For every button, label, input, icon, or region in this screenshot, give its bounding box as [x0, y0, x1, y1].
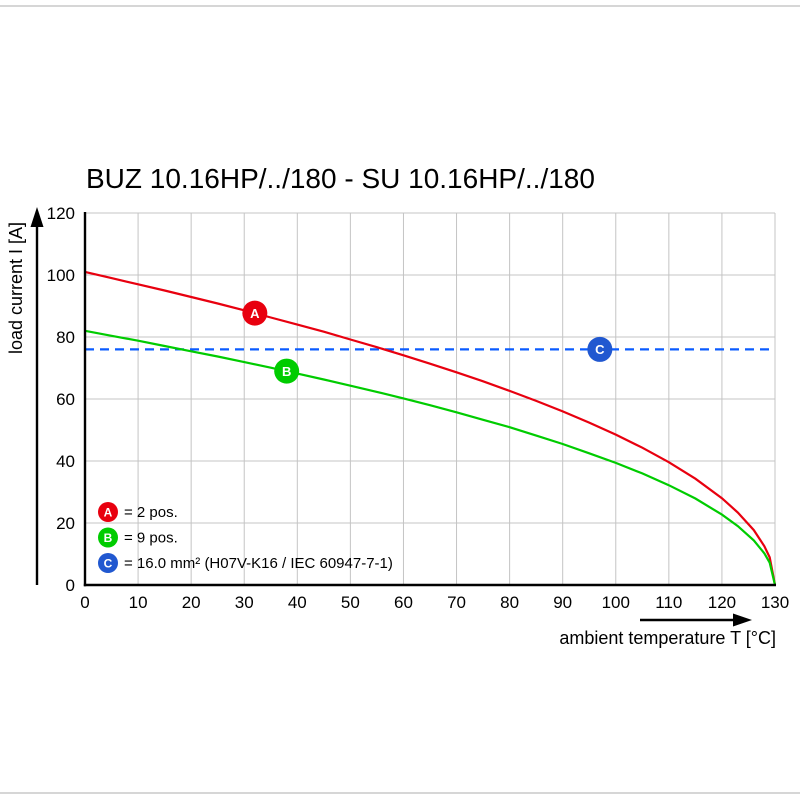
y-tick-label: 20 — [56, 514, 75, 533]
ticks-layer: 0 10 20 30 40 50 60 70 80 90 100 110 120 130 0 20 40 60 80… — [47, 204, 790, 612]
legend-circle-icon — [98, 527, 118, 548]
legend-item-A: A = 2 pos. — [98, 502, 178, 522]
y-axis-label: load current I [A] — [6, 222, 26, 354]
legend-key-letter: C — [104, 556, 113, 570]
series-layer — [84, 270, 777, 586]
x-tick-label: 120 — [708, 593, 736, 612]
legend-item-C: C = 16.0 mm² (H07V-K16 / IEC 60947-7-1) — [98, 553, 393, 573]
legend-circle-icon — [98, 553, 118, 573]
x-tick-label: 30 — [235, 593, 254, 612]
series-B-curve — [84, 329, 777, 586]
legend-label: = 2 pos. — [124, 504, 178, 521]
marker-letter: C — [595, 342, 605, 357]
marker-circle-icon — [274, 358, 300, 384]
x-tick-label: 80 — [500, 593, 519, 612]
y-tick-label: 120 — [47, 204, 75, 223]
y-tick-label: 40 — [56, 452, 75, 471]
x-tick-label: 40 — [288, 593, 307, 612]
marker-letter: A — [250, 306, 260, 321]
chart-title: BUZ 10.16HP/../180 - SU 10.16HP/../180 — [86, 163, 595, 194]
marker-letter: B — [282, 364, 291, 379]
y-tick-label: 0 — [66, 576, 75, 595]
legend-key-letter: B — [104, 531, 113, 545]
x-tick-label: 50 — [341, 593, 360, 612]
y-tick-label: 80 — [56, 328, 75, 347]
y-axis-arrowhead-icon — [30, 207, 44, 227]
x-tick-label: 20 — [182, 593, 201, 612]
legend-layer: A = 2 pos. B = 9 pos. C = 16.0 mm² (H07V-K16 … — [98, 502, 393, 573]
marker-circle-icon — [242, 300, 268, 326]
curve-marker-A: A — [242, 300, 268, 326]
curve-marker-B: B — [274, 358, 300, 384]
marker-circle-icon — [587, 336, 613, 362]
y-tick-label: 100 — [47, 266, 75, 285]
axes-layer — [30, 207, 776, 627]
series-A-curve — [84, 270, 777, 586]
x-tick-label: 130 — [761, 593, 789, 612]
legend-label: = 9 pos. — [124, 530, 178, 547]
x-tick-label: 60 — [394, 593, 413, 612]
x-tick-label: 110 — [655, 593, 682, 612]
x-axis-label: ambient temperature T [°C] — [559, 628, 776, 648]
markers-layer: A B C — [242, 300, 613, 384]
x-tick-label: 90 — [553, 593, 572, 612]
x-tick-label: 10 — [129, 593, 148, 612]
y-tick-label: 60 — [56, 390, 75, 409]
grid-layer — [85, 212, 776, 585]
legend-circle-icon — [98, 502, 118, 522]
x-axis-arrowhead-icon — [733, 613, 752, 627]
legend-key-letter: A — [104, 505, 113, 519]
x-tick-label: 0 — [80, 593, 89, 612]
legend-item-B: B = 9 pos. — [98, 527, 178, 548]
x-tick-label: 100 — [602, 593, 630, 612]
legend-label: = 16.0 mm² (H07V-K16 / IEC 60947-7-1) — [124, 555, 393, 572]
curve-marker-C: C — [587, 336, 613, 362]
x-tick-label: 70 — [447, 593, 466, 612]
